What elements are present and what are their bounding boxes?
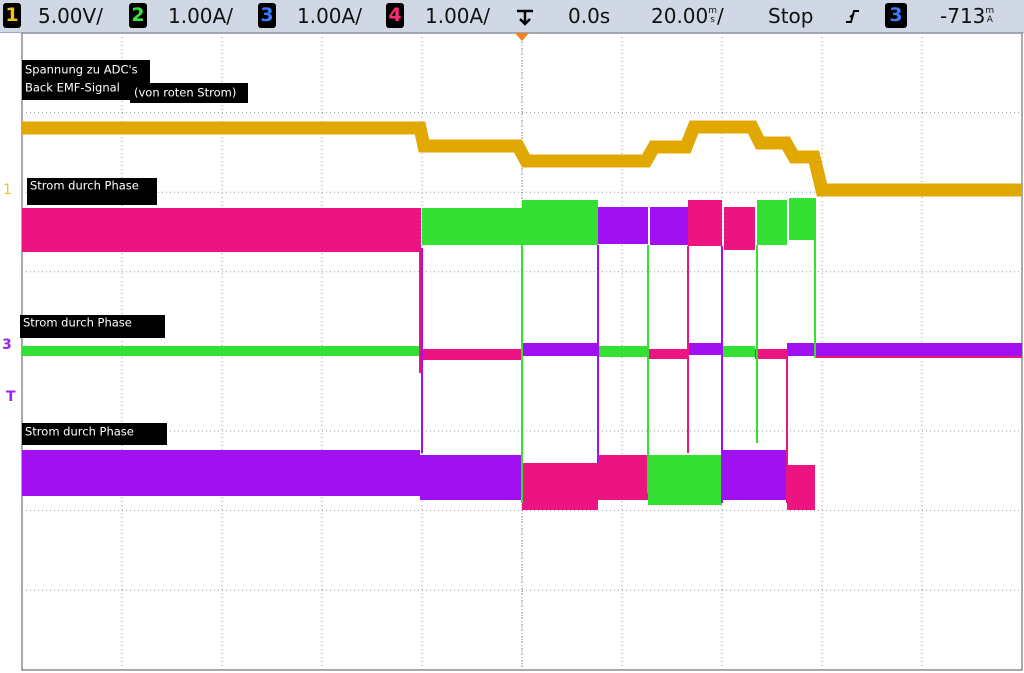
annotation: (von roten Strom) bbox=[134, 86, 236, 100]
timebase-value: 20.00 bbox=[651, 4, 709, 28]
trace-segment bbox=[787, 343, 1022, 356]
trace-segment bbox=[650, 207, 688, 245]
channel-3-badge: 3 bbox=[258, 3, 276, 28]
annotation: Strom durch Phase bbox=[23, 316, 132, 330]
trigger-edge-icon bbox=[846, 10, 859, 23]
unit-top: m bbox=[708, 6, 718, 16]
trace-segment bbox=[22, 208, 420, 252]
unit-top: m bbox=[985, 6, 995, 16]
trace-segment bbox=[688, 200, 722, 246]
trace-segment bbox=[648, 349, 688, 359]
annotation-box bbox=[130, 83, 248, 103]
annotation: Back EMF-Signal bbox=[25, 81, 120, 95]
trace-segment bbox=[722, 450, 787, 500]
trace-segment bbox=[522, 200, 598, 245]
channel-scale: 1.00A/ bbox=[168, 4, 233, 28]
trace-segment bbox=[22, 346, 420, 356]
trace-segment bbox=[598, 455, 648, 500]
annotation: Strom durch Phase bbox=[30, 179, 139, 193]
ch3-marker: 3 bbox=[2, 337, 12, 353]
annotation-box bbox=[27, 178, 157, 205]
channel-4-badge: 4 bbox=[386, 3, 404, 28]
annotation-box bbox=[22, 423, 167, 445]
trace-segment bbox=[422, 208, 522, 245]
trace-segment bbox=[789, 198, 815, 240]
trace-segment bbox=[522, 463, 598, 510]
channel-scale: 1.00A/ bbox=[425, 4, 490, 28]
trace-segment bbox=[724, 207, 755, 250]
trace-segment bbox=[787, 465, 815, 510]
trigger-level: -713m A bbox=[940, 4, 994, 28]
timebase-suffix: / bbox=[717, 4, 724, 28]
trace-segment bbox=[22, 450, 420, 496]
annotation-box bbox=[20, 315, 165, 338]
channel-1-badge: 1 bbox=[3, 3, 21, 28]
trace-segment bbox=[598, 346, 648, 357]
annotation: Strom durch Phase bbox=[25, 425, 134, 439]
ch1-marker: 1 bbox=[3, 182, 12, 198]
trace-segment bbox=[522, 343, 598, 356]
annotation-box bbox=[22, 60, 150, 100]
unit-bottom: s bbox=[710, 15, 715, 25]
trace-segment bbox=[688, 343, 722, 355]
unit-bottom: A bbox=[986, 15, 993, 25]
trace-segment bbox=[420, 349, 522, 360]
trigger-level-value: -713 bbox=[940, 4, 986, 28]
trace-segment bbox=[598, 207, 648, 244]
timebase: 20.00m s / bbox=[651, 4, 724, 28]
trace-segment bbox=[757, 200, 787, 245]
trace-segment bbox=[755, 349, 787, 359]
trace-segment bbox=[648, 455, 722, 505]
traces bbox=[22, 120, 1022, 510]
trace-segment bbox=[722, 346, 755, 357]
channel-2-badge: 2 bbox=[129, 3, 147, 28]
trigger-channel: 3 bbox=[885, 3, 907, 28]
time-offset: 0.0s bbox=[568, 4, 611, 28]
trigger-marker bbox=[515, 33, 529, 41]
channel-scale: 5.00V/ bbox=[38, 4, 103, 28]
trigger-level-marker: T bbox=[6, 389, 16, 405]
header: 1 5.00V/ 2 1.00A/ 3 1.00A/ 4 1.00A/ 0.0s… bbox=[0, 0, 1024, 33]
trace-segment bbox=[420, 455, 522, 500]
ch1-trace bbox=[22, 120, 1022, 197]
annotation: Spannung zu ADC's bbox=[25, 63, 138, 77]
trigger-pos-icon bbox=[517, 9, 533, 26]
run-status[interactable]: Stop bbox=[768, 4, 814, 28]
channel-scale: 1.00A/ bbox=[297, 4, 362, 28]
screen: 1 3 T Spannung zu ADC's Back EMF-Signal … bbox=[2, 33, 1023, 671]
